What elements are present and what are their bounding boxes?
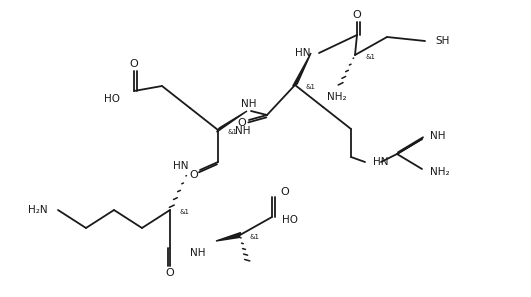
- Text: NH₂: NH₂: [327, 92, 347, 102]
- Text: &1: &1: [365, 54, 375, 60]
- Text: HO: HO: [104, 94, 120, 104]
- Text: O: O: [280, 187, 289, 197]
- Text: HN: HN: [173, 161, 188, 171]
- Text: HO: HO: [282, 215, 298, 225]
- Text: &1: &1: [305, 84, 315, 90]
- Text: HN: HN: [295, 48, 311, 58]
- Text: &1: &1: [180, 209, 190, 215]
- Text: &1: &1: [228, 129, 238, 135]
- Text: O: O: [353, 10, 362, 20]
- Text: NH₂: NH₂: [430, 167, 450, 177]
- Text: O: O: [166, 268, 174, 278]
- Text: NH: NH: [430, 131, 446, 141]
- Polygon shape: [217, 111, 247, 132]
- Polygon shape: [216, 233, 241, 241]
- Text: O: O: [238, 118, 246, 128]
- Text: HN: HN: [373, 157, 389, 167]
- Text: O: O: [130, 59, 139, 69]
- Text: H₂N: H₂N: [28, 205, 48, 215]
- Text: SH: SH: [435, 36, 449, 46]
- Text: O: O: [190, 170, 199, 180]
- Text: NH: NH: [241, 99, 257, 109]
- Polygon shape: [293, 53, 311, 86]
- Text: NH: NH: [190, 248, 205, 258]
- Text: &1: &1: [250, 234, 260, 240]
- Text: NH: NH: [236, 126, 251, 136]
